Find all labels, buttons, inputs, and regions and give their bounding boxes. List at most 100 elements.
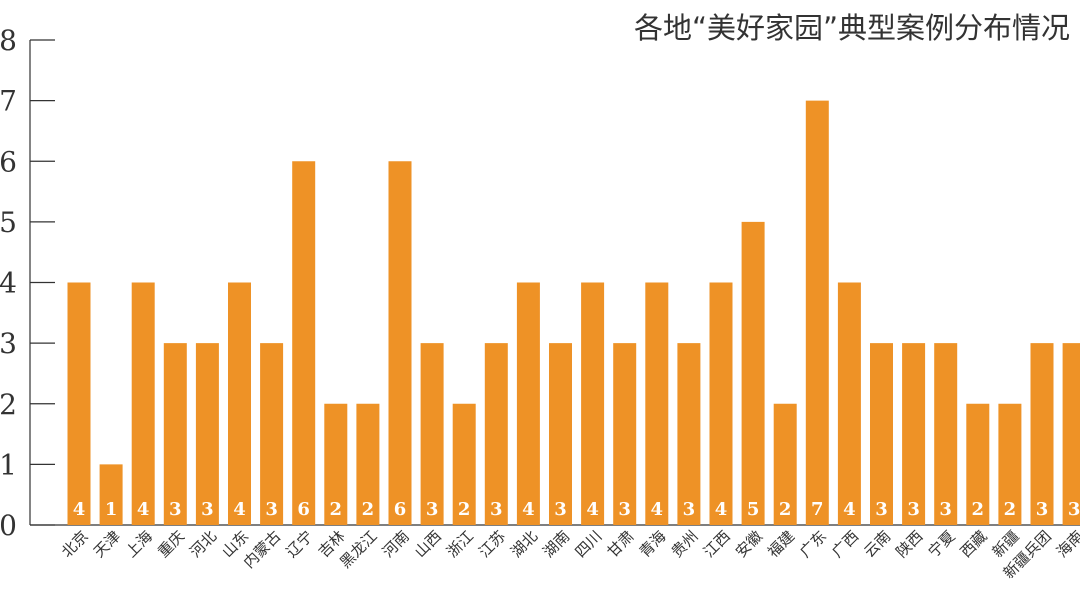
bar — [260, 343, 284, 525]
category-labels: 北京天津上海重庆河北山东内蒙古辽宁吉林黑龙江河南山西浙江江苏湖北湖南四川甘肃青海… — [58, 527, 1080, 582]
category-label: 河南 — [379, 527, 413, 561]
bar-value-label: 3 — [201, 499, 214, 520]
category-label: 湖南 — [539, 527, 573, 561]
category-label: 甘肃 — [604, 527, 638, 561]
bar — [934, 343, 958, 525]
category-label: 辽宁 — [283, 527, 317, 561]
category-label: 云南 — [860, 527, 894, 561]
bar — [581, 282, 605, 525]
category-label: 海南 — [1053, 527, 1080, 561]
y-tick-label: 0 — [0, 509, 17, 542]
bar-value-label: 2 — [458, 499, 471, 520]
y-tick-label: 8 — [0, 24, 17, 57]
bar-value-label: 4 — [233, 499, 246, 520]
bar-value-label: 6 — [297, 499, 310, 520]
category-label: 贵州 — [668, 527, 702, 561]
bar-value-label: 4 — [586, 499, 599, 520]
y-tick-label: 4 — [0, 267, 17, 300]
category-label: 陕西 — [892, 527, 926, 561]
bar — [324, 403, 348, 525]
bar — [613, 343, 637, 525]
category-label: 宁夏 — [925, 527, 959, 561]
category-label: 四川 — [571, 527, 605, 561]
category-label: 福建 — [764, 527, 798, 561]
category-label: 浙江 — [443, 527, 477, 561]
y-tick-label: 1 — [0, 448, 17, 481]
bar-value-label: 3 — [169, 499, 182, 520]
bar — [484, 343, 508, 525]
bar — [228, 282, 251, 525]
bar-value-label: 4 — [843, 499, 856, 520]
bar-value-label: 3 — [265, 499, 278, 520]
category-label: 山西 — [411, 527, 445, 561]
bar — [452, 403, 476, 525]
bar-value-label: 3 — [907, 499, 920, 520]
category-label: 广东 — [796, 527, 830, 561]
category-label: 湖北 — [507, 527, 541, 561]
category-label: 黑龙江 — [336, 527, 381, 572]
bar — [805, 100, 829, 525]
bar — [837, 282, 861, 525]
bar-value-label: 4 — [651, 499, 664, 520]
bar — [163, 343, 187, 525]
bar-value-label: 3 — [426, 499, 439, 520]
bar-value-label: 5 — [747, 499, 760, 520]
bar — [388, 161, 412, 525]
bar-value-label: 3 — [618, 499, 631, 520]
bar-value-label: 7 — [811, 499, 824, 520]
category-label: 上海 — [122, 527, 156, 561]
bar — [1030, 343, 1054, 525]
category-label: 北京 — [58, 527, 92, 561]
category-label: 内蒙古 — [240, 527, 285, 572]
bar-value-label: 3 — [490, 499, 503, 520]
chart-title: 各地“美好家园”典型案例分布情况 — [634, 11, 1070, 45]
y-tick-label: 6 — [0, 145, 17, 178]
bar-value-label: 4 — [715, 499, 728, 520]
bar — [131, 282, 155, 525]
bar — [902, 343, 926, 525]
bar-value-label: 4 — [73, 499, 86, 520]
bar-value-label: 2 — [330, 499, 343, 520]
bar — [998, 403, 1022, 525]
bar — [677, 343, 701, 525]
bar-value-label: 3 — [939, 499, 952, 520]
bar — [356, 403, 380, 525]
bar — [1062, 343, 1080, 525]
y-tick-label: 7 — [0, 85, 17, 118]
bar — [195, 343, 219, 525]
bar-value-label: 2 — [779, 499, 792, 520]
bar-value-label: 2 — [362, 499, 375, 520]
bar — [709, 282, 733, 525]
bar-value-label: 6 — [394, 499, 407, 520]
bar — [99, 464, 123, 525]
bar-value-label: 3 — [683, 499, 696, 520]
y-tick-label: 3 — [0, 327, 17, 360]
category-label: 广西 — [828, 527, 862, 561]
category-label: 河北 — [186, 527, 220, 561]
bar-value-label: 4 — [137, 499, 150, 520]
bar — [773, 403, 797, 525]
bar-value-label: 3 — [1068, 499, 1080, 520]
category-label: 青海 — [636, 527, 670, 561]
bar-value-label: 3 — [1036, 499, 1049, 520]
bar — [741, 221, 765, 525]
bar-value-label: 3 — [875, 499, 888, 520]
category-label: 西藏 — [957, 527, 991, 561]
bar — [870, 343, 893, 525]
y-tick-label: 2 — [0, 388, 17, 421]
category-label: 安徽 — [732, 527, 766, 561]
y-tick-label: 5 — [0, 206, 17, 239]
category-label: 江西 — [700, 527, 734, 561]
bar-value-label: 2 — [1004, 499, 1017, 520]
bar — [67, 282, 91, 525]
bar — [420, 343, 444, 525]
category-label: 重庆 — [154, 527, 188, 561]
category-label: 江苏 — [475, 527, 509, 561]
bar — [645, 282, 669, 525]
bar-value-label: 1 — [105, 499, 118, 520]
bar — [516, 282, 540, 525]
bar — [549, 343, 572, 525]
category-label: 天津 — [90, 527, 124, 561]
